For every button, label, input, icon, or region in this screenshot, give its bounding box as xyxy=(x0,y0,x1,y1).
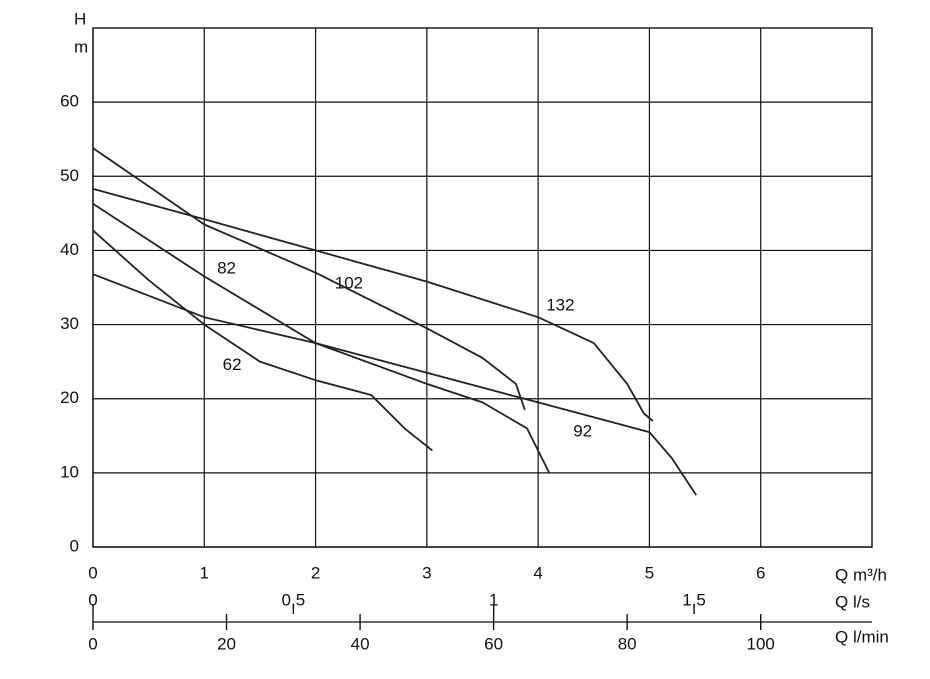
curve-label: 92 xyxy=(573,422,592,441)
y-tick-label: 60 xyxy=(60,92,79,111)
curve-label: 102 xyxy=(335,273,363,292)
curve-label: 132 xyxy=(546,296,574,315)
pump-curve xyxy=(92,188,654,422)
curve-label: 82 xyxy=(217,258,236,277)
x-tick-label: 2 xyxy=(311,563,320,582)
x-tick-label: 0 xyxy=(88,563,97,582)
x-tick-label: 1,5 xyxy=(682,590,706,609)
x-tick-label: 80 xyxy=(618,634,637,653)
x-tick-label: 3 xyxy=(422,563,431,582)
y-tick-label: 40 xyxy=(60,240,79,259)
y-tick-label: 50 xyxy=(60,166,79,185)
x-tick-label: 20 xyxy=(217,634,236,653)
plot-frame xyxy=(92,27,873,548)
x-tick-label: 100 xyxy=(747,634,775,653)
y-tick-label: 0 xyxy=(70,536,79,555)
pump-curve xyxy=(92,273,697,496)
pump-curve xyxy=(92,229,433,452)
y-axis-unit: m xyxy=(74,37,88,56)
x-tick-label: 0 xyxy=(88,634,97,653)
y-axis-label: H xyxy=(74,9,86,28)
x3-axis-label: Q l/min xyxy=(835,627,889,646)
x-axis-label: Q m³/h xyxy=(835,565,887,584)
x-tick-label: 6 xyxy=(756,563,765,582)
x-tick-label: 40 xyxy=(351,634,370,653)
x-tick-label: 1 xyxy=(200,563,209,582)
curve-label: 62 xyxy=(223,355,242,374)
y-tick-label: 20 xyxy=(60,388,79,407)
x-tick-label: 0,5 xyxy=(282,590,306,609)
x2-axis-label: Q l/s xyxy=(835,592,870,611)
pump-curve xyxy=(92,202,551,474)
x-tick-label: 4 xyxy=(533,563,542,582)
x-tick-label: 5 xyxy=(645,563,654,582)
y-tick-label: 30 xyxy=(60,314,79,333)
y-tick-label: 10 xyxy=(60,462,79,481)
x-tick-label: 0 xyxy=(88,590,97,609)
x-tick-label: 1 xyxy=(489,590,498,609)
x-tick-label: 60 xyxy=(484,634,503,653)
pump-curve xyxy=(92,147,526,411)
